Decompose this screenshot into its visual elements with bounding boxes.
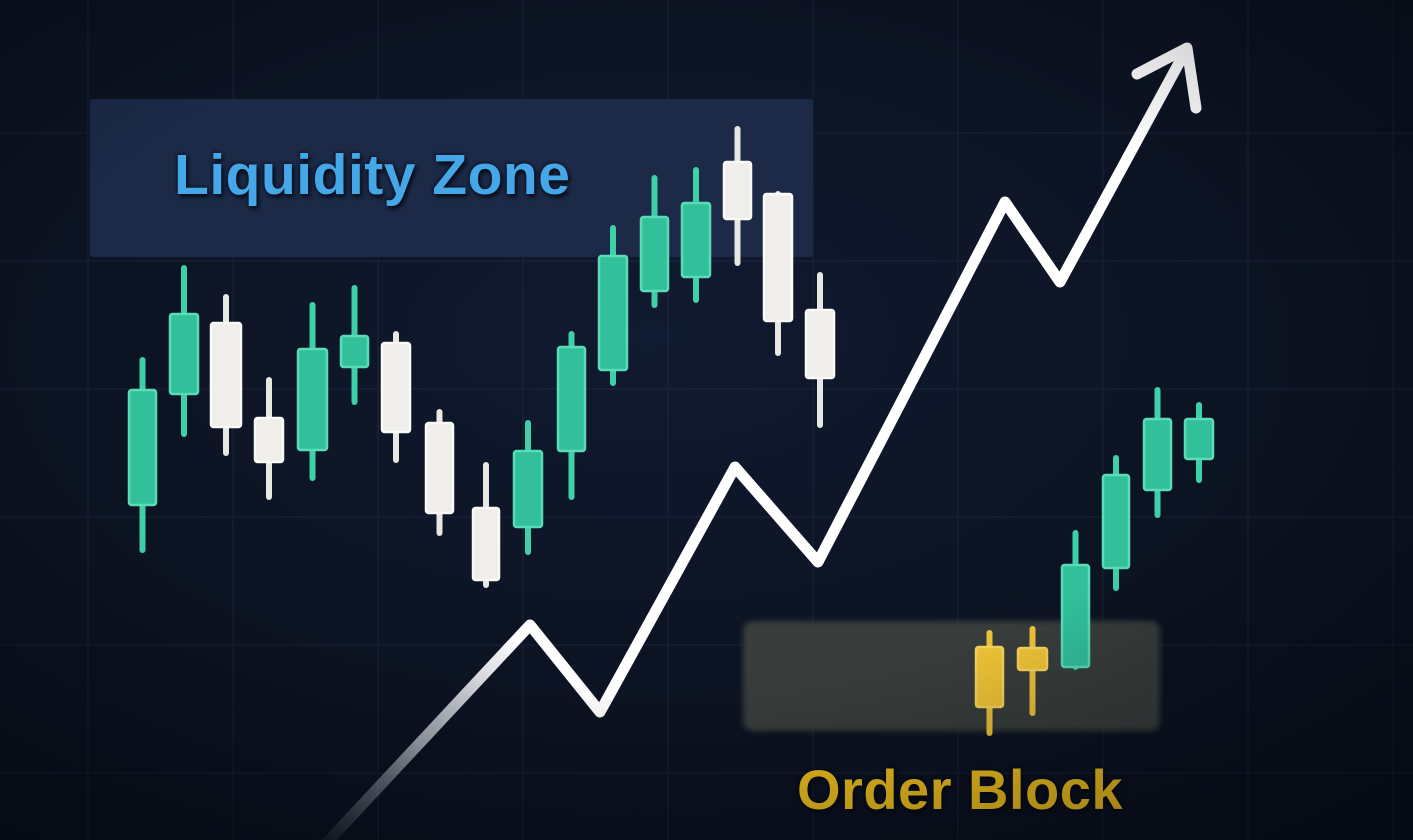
candle-green xyxy=(1142,387,1173,518)
candle-body xyxy=(1016,646,1049,672)
candle-yellow xyxy=(1016,626,1049,716)
candle-body xyxy=(209,321,243,429)
candle-green xyxy=(339,285,370,405)
candle-white xyxy=(380,331,412,463)
candle-yellow xyxy=(974,630,1005,736)
candle-green xyxy=(1183,402,1215,483)
candle-body xyxy=(597,254,629,372)
candle-body xyxy=(296,347,329,452)
candle-body xyxy=(556,345,587,453)
candle-body xyxy=(339,334,370,369)
candle-white xyxy=(424,409,455,536)
arrowhead-icon xyxy=(1131,42,1202,114)
candle-body xyxy=(680,201,712,279)
candle-body xyxy=(639,215,670,293)
candle-body xyxy=(1142,417,1173,492)
candle-white xyxy=(471,462,501,588)
candle-white xyxy=(804,272,836,428)
trend-line xyxy=(321,46,1191,840)
candle-green xyxy=(512,420,544,555)
candle-green xyxy=(296,302,329,481)
candle-green xyxy=(556,331,587,500)
candle-body xyxy=(253,416,285,464)
candle-body xyxy=(127,388,158,507)
candle-body xyxy=(1183,417,1215,461)
candle-white xyxy=(762,191,794,356)
candle-body xyxy=(804,308,836,380)
candle-green xyxy=(1101,455,1131,591)
candle-body xyxy=(722,160,753,221)
candle-green xyxy=(639,175,670,308)
trend-arrow xyxy=(321,42,1202,840)
candle-body xyxy=(1101,473,1131,570)
candle-body xyxy=(424,421,455,515)
candle-body xyxy=(471,506,501,582)
candle-green xyxy=(127,357,158,553)
candle-green xyxy=(168,265,200,437)
candle-body xyxy=(1060,563,1091,669)
candle-green xyxy=(680,167,712,303)
candle-body xyxy=(762,192,794,323)
order-block-box xyxy=(743,621,1160,731)
liquidity-zone-label: Liquidity Zone xyxy=(174,143,571,207)
candle-body xyxy=(380,341,412,434)
candle-green xyxy=(597,225,629,386)
candle-body xyxy=(512,449,544,529)
candle-body xyxy=(974,645,1005,709)
candle-white xyxy=(209,294,243,456)
liquidity-zone-box xyxy=(90,99,813,257)
candle-body xyxy=(168,312,200,396)
candles-group xyxy=(127,126,1215,736)
candle-white xyxy=(253,377,285,500)
candle-green xyxy=(1060,530,1091,670)
order-block-label: Order Block xyxy=(797,758,1124,821)
candle-white xyxy=(722,126,753,266)
